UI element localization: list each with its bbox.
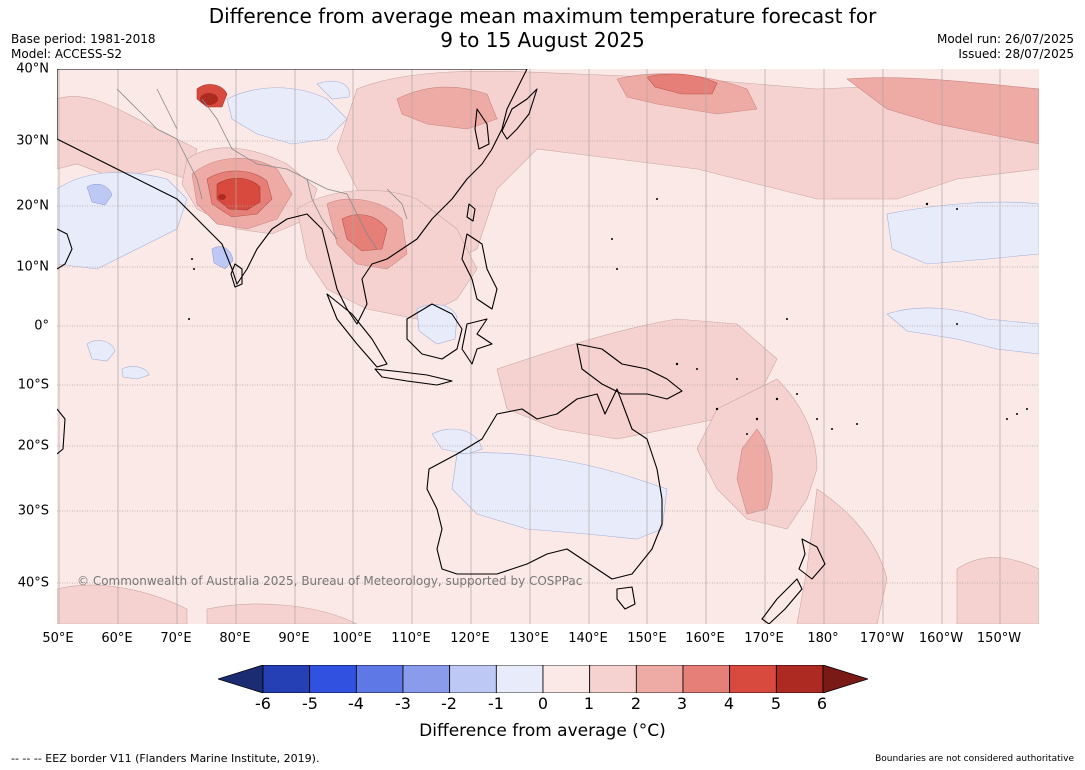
taiwan-coastline [466, 203, 476, 222]
colorbar-cell [449, 665, 497, 693]
copyright-text: © Commonwealth of Australia 2025, Bureau… [77, 574, 583, 588]
borneo-coastline [406, 303, 463, 360]
colorbar-tick: 2 [630, 694, 642, 713]
lon-label-150w: 150°W [976, 631, 1022, 646]
colorbar-cell [262, 665, 311, 693]
lat-label-30s: 30°S [17, 503, 49, 519]
lat-label-40n: 40°N [16, 61, 49, 77]
colorbar-cell [729, 665, 777, 693]
lat-label-40s: 40°S [17, 575, 49, 591]
colorbar-cell [355, 665, 404, 693]
lon-label-130e: 130°E [509, 631, 549, 646]
lat-label-10n: 10°N [16, 259, 49, 275]
tasmania-coastline [616, 586, 636, 610]
colorbar-extend-high [822, 665, 868, 693]
asia-coastline [57, 69, 528, 325]
colorbar-cell [402, 665, 451, 693]
sri-lanka-coastline [230, 263, 243, 288]
madagascar-coastline [57, 408, 66, 455]
new-zealand-south-coastline [761, 578, 803, 624]
lon-label-120e: 120°E [450, 631, 490, 646]
graticule [57, 69, 1039, 624]
sumatra-coastline [326, 293, 388, 368]
lon-label-80e: 80°E [219, 631, 251, 646]
lon-label-100e: 100°E [332, 631, 372, 646]
colorbar-tick: -1 [488, 694, 504, 713]
colorbar-tick: 5 [770, 694, 782, 713]
colorbar-cell [309, 665, 357, 693]
colorbar-tick: -6 [255, 694, 271, 713]
colorbar-tick: -4 [348, 694, 364, 713]
new-zealand-north-coastline [798, 538, 826, 580]
lon-label-60e: 60°E [101, 631, 133, 646]
forecast-map [57, 69, 1039, 624]
model-text: Model: ACCESS-S2 [11, 47, 123, 61]
colorbar-tick: -5 [302, 694, 318, 713]
map-title: Difference from average mean maximum tem… [0, 4, 1085, 52]
colorbar-cell [635, 665, 684, 693]
meta-left: Base period: 1981-2018 Model: ACCESS-S2 [11, 32, 156, 62]
colorbar-tick: 4 [723, 694, 735, 713]
sulawesi-coastline [461, 318, 493, 365]
philippines-coastline [461, 233, 498, 310]
lon-label-180: 180° [807, 631, 839, 646]
lon-label-90e: 90°E [278, 631, 310, 646]
base-period-text: Base period: 1981-2018 [11, 32, 156, 46]
eez-border-note: -- -- -- EEZ border V11 (Flanders Marine… [11, 752, 320, 765]
lon-label-140e: 140°E [568, 631, 608, 646]
australia-coastline [426, 388, 663, 580]
colorbar-cell [542, 665, 591, 693]
colorbar-label: Difference from average (°C) [419, 721, 666, 741]
title-line-2: 9 to 15 August 2025 [440, 28, 645, 52]
anomaly-minus-1-to-minus-2-regions [86, 184, 234, 270]
colorbar-cells [218, 665, 868, 693]
boundaries-disclaimer: Boundaries are not considered authoritat… [875, 754, 1074, 764]
korea-coastline [474, 108, 490, 150]
colorbar-extend-low [218, 665, 264, 693]
lat-label-20n: 20°N [16, 198, 49, 214]
colorbar-tick: 0 [537, 694, 549, 713]
colorbar-tick: -2 [441, 694, 457, 713]
colorbar-tick: 6 [816, 694, 828, 713]
country-borders [116, 88, 408, 250]
java-coastline [374, 368, 453, 386]
lat-label-30n: 30°N [16, 133, 49, 149]
anomaly-negative-regions [57, 80, 1039, 540]
colorbar-cell [589, 665, 637, 693]
lon-label-110e: 110°E [391, 631, 431, 646]
lon-label-70e: 70°E [160, 631, 192, 646]
model-run-text: Model run: 26/07/2025 [936, 32, 1074, 46]
lat-label-10s: 10°S [17, 377, 49, 393]
lon-label-170e: 170°E [744, 631, 784, 646]
small-islands [188, 198, 1028, 435]
colorbar [218, 665, 868, 693]
meta-right: Model run: 26/07/2025 Issued: 28/07/2025 [937, 32, 1074, 62]
lon-label-50e: 50°E [42, 631, 74, 646]
colorbar-cell [495, 665, 544, 693]
issued-text: Issued: 28/07/2025 [958, 47, 1074, 61]
lat-label-20s: 20°S [17, 438, 49, 454]
colorbar-cell [682, 665, 731, 693]
lon-label-150e: 150°E [627, 631, 667, 646]
lon-label-160w: 160°W [918, 631, 964, 646]
colorbar-tick: 3 [676, 694, 688, 713]
colorbar-cell [775, 665, 824, 693]
title-line-1: Difference from average mean maximum tem… [208, 4, 877, 28]
colorbar-tick: -3 [395, 694, 411, 713]
lon-label-160e: 160°E [685, 631, 725, 646]
colorbar-tick: 1 [583, 694, 595, 713]
lon-label-170w: 170°W [859, 631, 905, 646]
coastlines [57, 69, 826, 624]
new-guinea-coastline [576, 343, 683, 400]
africa-coastline [57, 228, 73, 270]
lat-label-0: 0° [34, 318, 49, 334]
japan-coastline [501, 88, 538, 140]
